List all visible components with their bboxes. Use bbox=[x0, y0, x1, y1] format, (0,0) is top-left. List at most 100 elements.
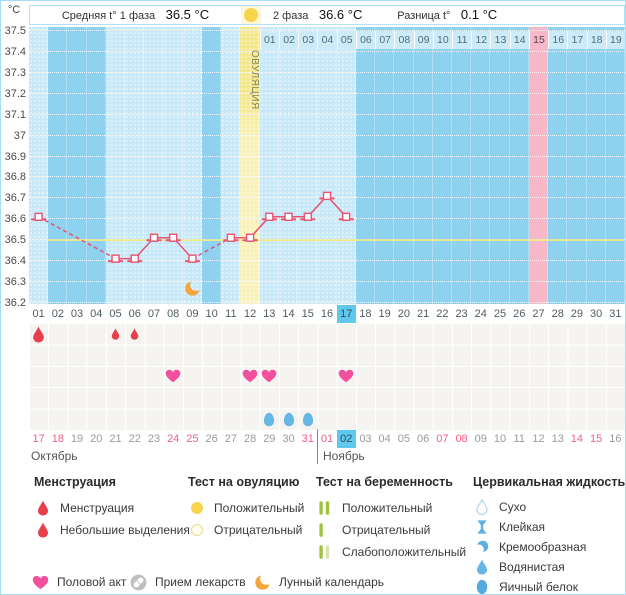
cycle-day-cell-27[interactable]: 27 bbox=[532, 308, 545, 320]
cycle-day-cell-04[interactable]: 04 bbox=[90, 308, 103, 320]
cycle-day-cell-25[interactable]: 25 bbox=[493, 308, 507, 320]
chart-day-column-1[interactable] bbox=[29, 27, 49, 304]
chart-day-column-5[interactable] bbox=[105, 27, 126, 304]
date-cell-Ноябрь-09[interactable]: 09 bbox=[474, 433, 487, 445]
cycle-day-cell-11[interactable]: 11 bbox=[225, 308, 237, 320]
date-cell-Ноябрь-03[interactable]: 03 bbox=[359, 433, 372, 445]
dpo-day-cell-14[interactable]: 14 bbox=[509, 31, 529, 49]
dpo-day-cell-17[interactable]: 17 bbox=[567, 31, 587, 49]
date-cell-Ноябрь-15[interactable]: 15 bbox=[590, 433, 603, 445]
chart-day-column-3[interactable] bbox=[67, 27, 87, 304]
chart-day-column-8[interactable] bbox=[163, 27, 183, 304]
cycle-day-cell-08[interactable]: 08 bbox=[167, 308, 180, 320]
dpo-day-cell-05[interactable]: 05 bbox=[336, 31, 356, 49]
chart-day-column-19[interactable] bbox=[375, 27, 395, 304]
chart-day-column-4[interactable] bbox=[87, 27, 106, 304]
cycle-day-cell-21[interactable]: 21 bbox=[417, 308, 430, 320]
date-cell-Ноябрь-06[interactable]: 06 bbox=[417, 433, 430, 445]
chart-day-column-26[interactable] bbox=[510, 27, 529, 304]
chart-day-column-18[interactable] bbox=[356, 27, 376, 304]
date-cell-Ноябрь-16[interactable]: 16 bbox=[609, 433, 622, 445]
chart-day-column-17[interactable] bbox=[336, 27, 356, 304]
cycle-day-cell-26[interactable]: 26 bbox=[513, 308, 526, 320]
date-cell-Октябрь-25[interactable]: 25 bbox=[186, 433, 199, 445]
cycle-day-cell-17[interactable]: 17 bbox=[336, 305, 356, 323]
date-cell-Октябрь-18[interactable]: 18 bbox=[51, 433, 64, 445]
cycle-day-cell-13[interactable]: 13 bbox=[263, 308, 276, 320]
date-cell-Октябрь-31[interactable]: 31 bbox=[301, 433, 314, 445]
cycle-day-cell-28[interactable]: 28 bbox=[551, 308, 564, 320]
date-cell-Октябрь-30[interactable]: 30 bbox=[282, 433, 295, 445]
chart-day-column-10[interactable] bbox=[202, 27, 222, 304]
date-cell-Ноябрь-04[interactable]: 04 bbox=[378, 433, 391, 445]
cycle-day-cell-15[interactable]: 15 bbox=[301, 308, 314, 320]
cycle-day-cell-09[interactable]: 09 bbox=[186, 308, 199, 320]
date-cell-Ноябрь-07[interactable]: 07 bbox=[436, 433, 449, 445]
chart-day-column-25[interactable] bbox=[490, 27, 510, 304]
date-cell-Октябрь-24[interactable]: 24 bbox=[167, 433, 180, 445]
date-cell-Ноябрь-08[interactable]: 08 bbox=[455, 433, 468, 445]
dpo-day-cell-09[interactable]: 09 bbox=[413, 31, 433, 49]
dpo-day-cell-07[interactable]: 07 bbox=[375, 31, 395, 49]
dpo-day-cell-01[interactable]: 01 bbox=[259, 31, 279, 49]
cycle-day-cell-23[interactable]: 23 bbox=[455, 308, 468, 320]
dpo-day-cell-11[interactable]: 11 bbox=[451, 31, 472, 49]
chart-day-column-24[interactable] bbox=[471, 27, 491, 304]
chart-day-column-2[interactable] bbox=[48, 27, 68, 304]
date-cell-Ноябрь-10[interactable]: 10 bbox=[493, 433, 507, 445]
date-cell-Октябрь-26[interactable]: 26 bbox=[205, 433, 218, 445]
date-cell-Октябрь-28[interactable]: 28 bbox=[243, 433, 257, 445]
chart-day-column-9[interactable] bbox=[182, 27, 203, 304]
chart-day-column-16[interactable] bbox=[317, 27, 337, 304]
cycle-day-cell-22[interactable]: 22 bbox=[436, 308, 449, 320]
dpo-day-cell-13[interactable]: 13 bbox=[490, 31, 510, 49]
cycle-day-cell-14[interactable]: 14 bbox=[282, 308, 295, 320]
cycle-day-cell-12[interactable]: 12 bbox=[243, 308, 257, 320]
date-cell-Октябрь-20[interactable]: 20 bbox=[90, 433, 103, 445]
chart-day-column-31[interactable] bbox=[606, 27, 625, 304]
cycle-day-cell-18[interactable]: 18 bbox=[359, 308, 372, 320]
cycle-day-cell-29[interactable]: 29 bbox=[570, 308, 584, 320]
cycle-day-cell-30[interactable]: 30 bbox=[590, 308, 603, 320]
date-cell-Октябрь-21[interactable]: 21 bbox=[109, 433, 122, 445]
date-cell-Ноябрь-12[interactable]: 12 bbox=[532, 433, 545, 445]
date-cell-Октябрь-23[interactable]: 23 bbox=[147, 433, 161, 445]
chart-day-column-13[interactable] bbox=[259, 27, 279, 304]
dpo-day-cell-03[interactable]: 03 bbox=[298, 31, 318, 49]
chart-day-column-11[interactable] bbox=[221, 27, 241, 304]
cycle-day-cell-20[interactable]: 20 bbox=[397, 308, 411, 320]
dpo-day-cell-16[interactable]: 16 bbox=[548, 31, 568, 49]
dpo-day-cell-08[interactable]: 08 bbox=[394, 31, 414, 49]
chart-day-column-28[interactable] bbox=[548, 27, 568, 304]
dpo-day-cell-19[interactable]: 19 bbox=[605, 31, 625, 49]
cycle-day-cell-01[interactable]: 01 bbox=[32, 308, 45, 320]
chart-day-column-27[interactable] bbox=[528, 27, 549, 304]
chart-day-column-20[interactable] bbox=[394, 27, 414, 304]
chart-day-column-6[interactable] bbox=[125, 27, 145, 304]
chart-day-column-7[interactable] bbox=[144, 27, 164, 304]
date-cell-Октябрь-27[interactable]: 27 bbox=[224, 433, 237, 445]
date-cell-Ноябрь-01[interactable]: 01 bbox=[320, 433, 334, 445]
cycle-day-cell-05[interactable]: 05 bbox=[109, 308, 122, 320]
chart-day-column-14[interactable] bbox=[278, 27, 299, 304]
date-cell-Ноябрь-11[interactable]: 11 bbox=[513, 433, 525, 445]
dpo-day-cell-02[interactable]: 02 bbox=[278, 31, 299, 49]
chart-day-column-15[interactable] bbox=[298, 27, 318, 304]
chart-day-column-30[interactable] bbox=[587, 27, 606, 304]
date-cell-Октябрь-19[interactable]: 19 bbox=[70, 433, 84, 445]
cycle-day-cell-24[interactable]: 24 bbox=[474, 308, 487, 320]
cycle-day-cell-31[interactable]: 31 bbox=[609, 308, 622, 320]
dpo-day-cell-04[interactable]: 04 bbox=[317, 31, 337, 49]
cycle-day-cell-06[interactable]: 06 bbox=[128, 308, 141, 320]
dpo-day-cell-10[interactable]: 10 bbox=[432, 31, 452, 49]
date-cell-Ноябрь-14[interactable]: 14 bbox=[570, 433, 584, 445]
chart-day-column-29[interactable] bbox=[567, 27, 587, 304]
cycle-day-cell-07[interactable]: 07 bbox=[147, 308, 161, 320]
dpo-day-cell-12[interactable]: 12 bbox=[471, 31, 491, 49]
cycle-day-cell-19[interactable]: 19 bbox=[378, 308, 391, 320]
chart-day-column-21[interactable] bbox=[414, 27, 433, 304]
dpo-day-cell-15[interactable]: 15 bbox=[528, 31, 549, 49]
date-cell-Ноябрь-02[interactable]: 02 bbox=[336, 430, 356, 448]
date-cell-Октябрь-17[interactable]: 17 bbox=[32, 433, 45, 445]
date-cell-Октябрь-22[interactable]: 22 bbox=[128, 433, 141, 445]
